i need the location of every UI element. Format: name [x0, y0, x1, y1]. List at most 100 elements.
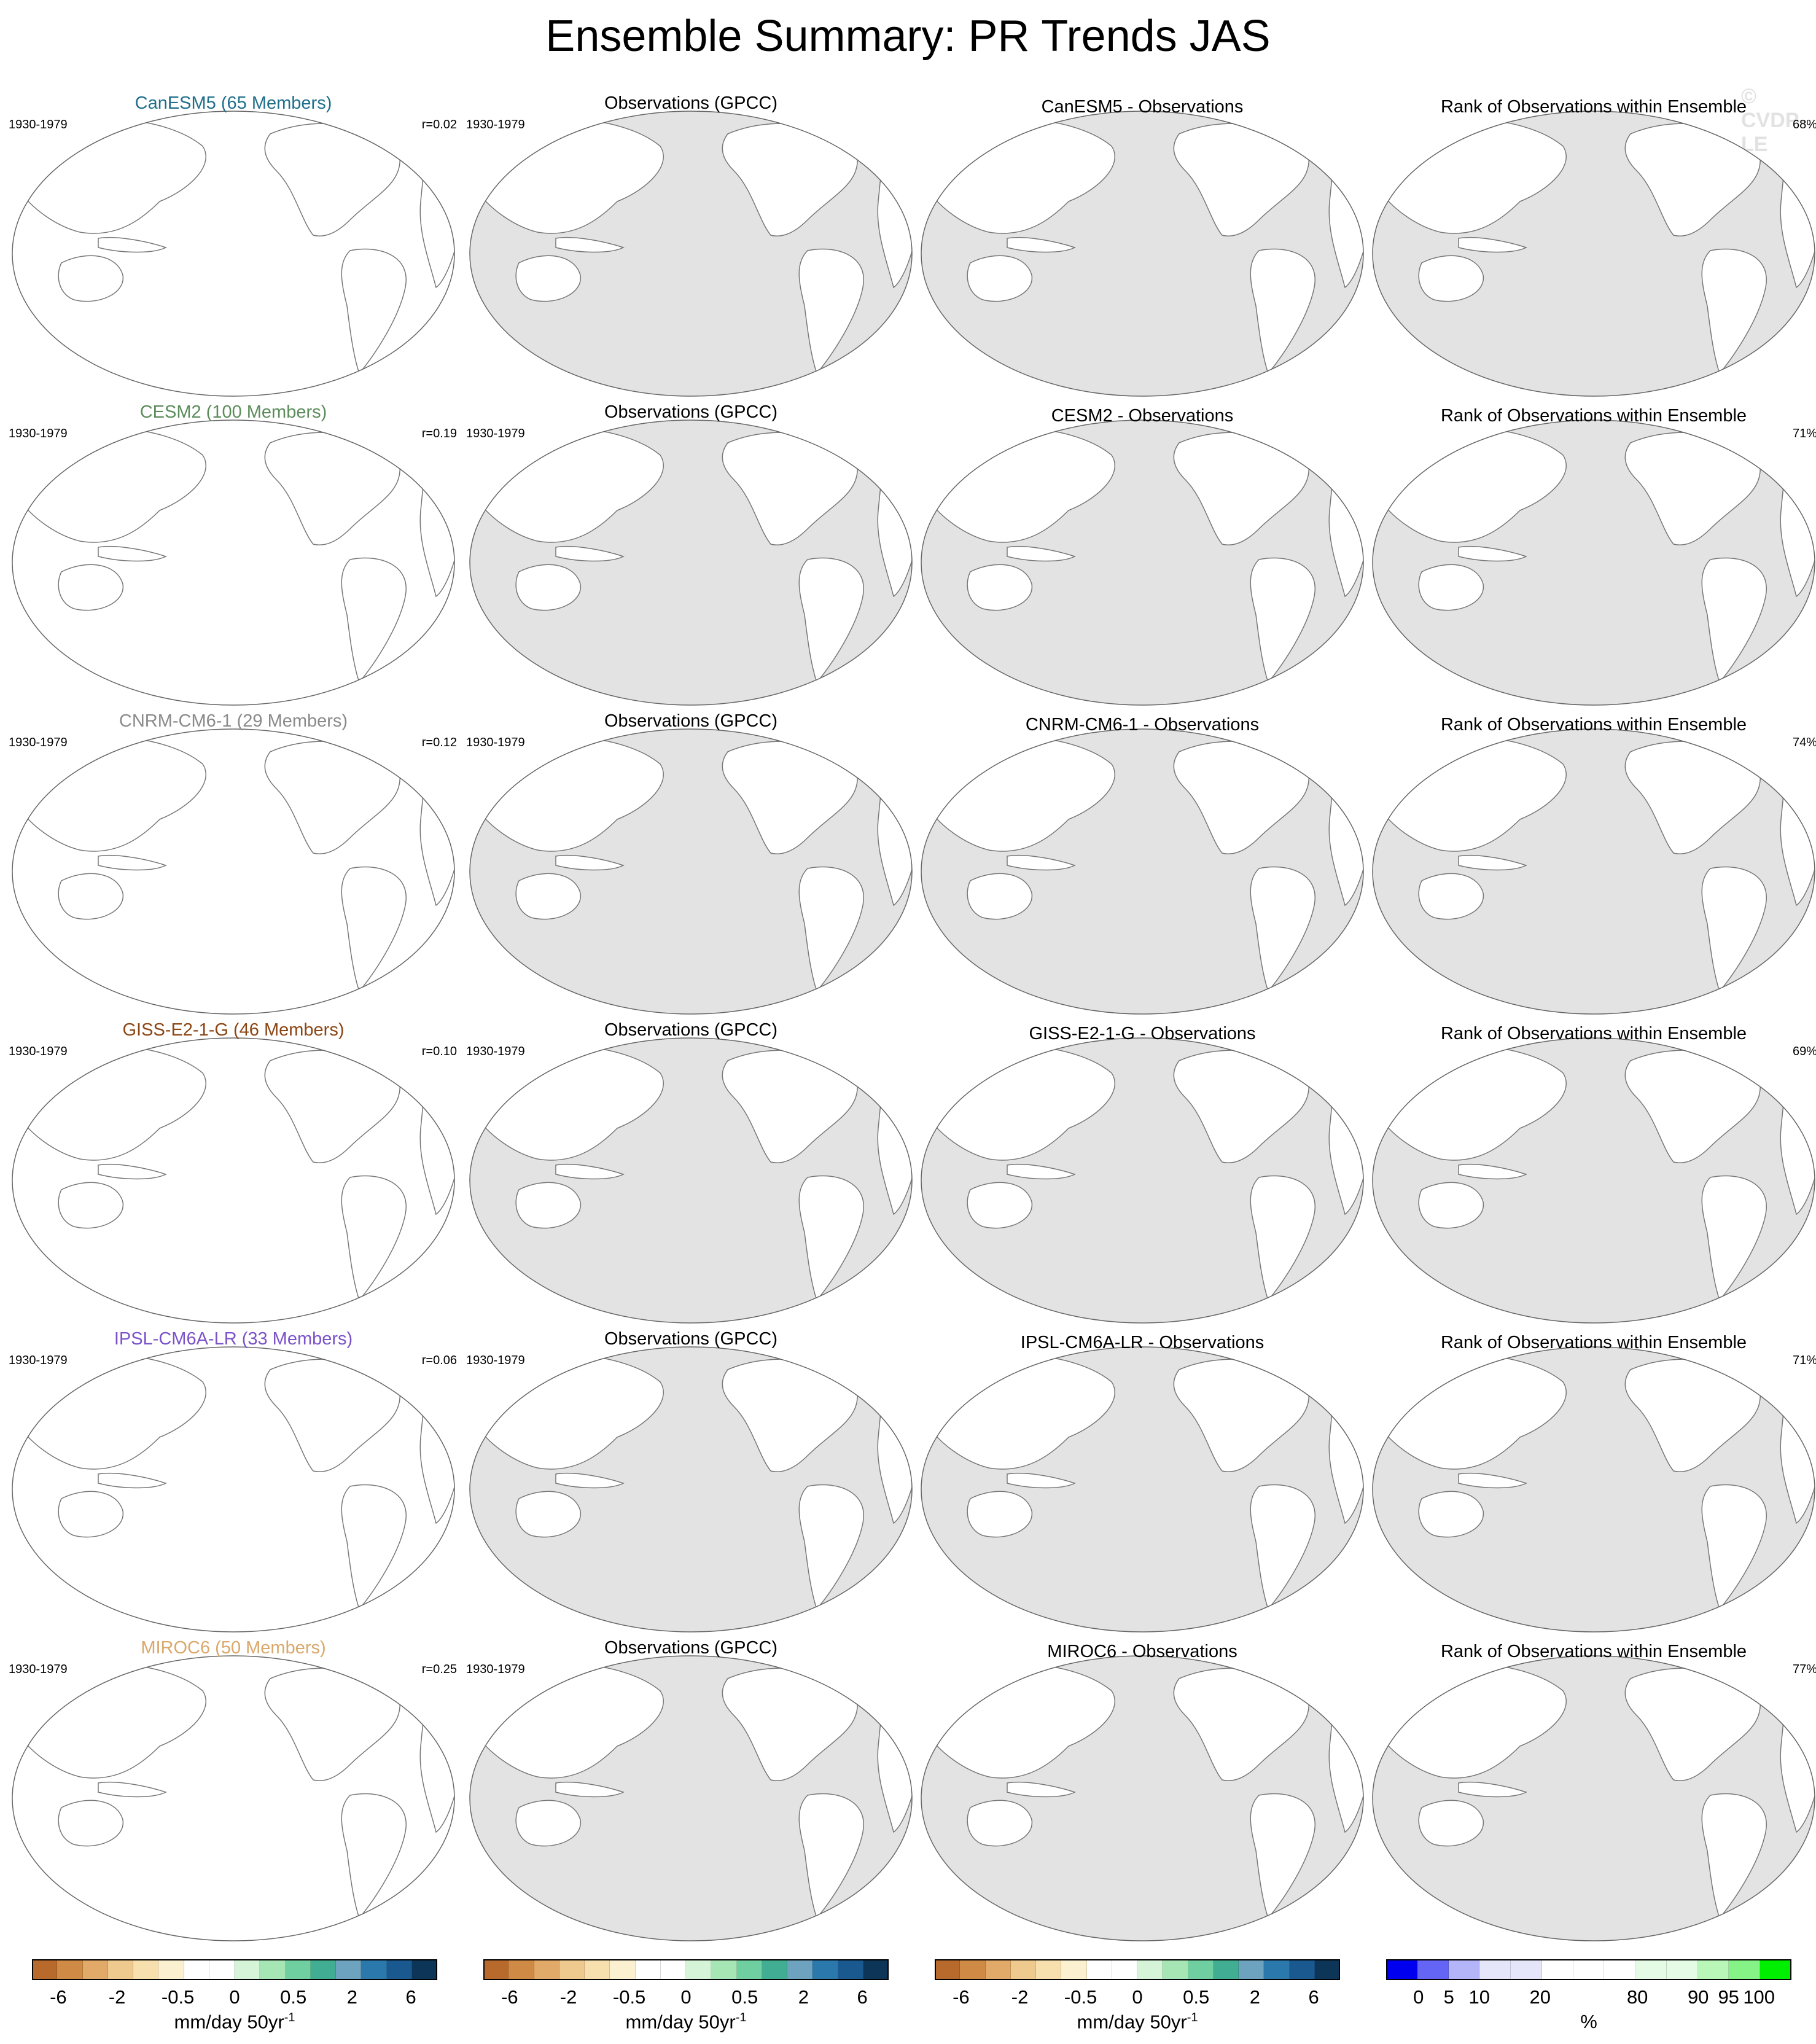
map-outline: [1372, 419, 1815, 706]
colorbar-units: mm/day 50yr-1: [935, 2011, 1340, 2033]
model-map: [12, 1037, 455, 1324]
colorbar-swatch: [1010, 1959, 1036, 1980]
continent-south-america: [341, 1175, 407, 1301]
model-panel-title: CanESM5 (65 Members): [134, 93, 332, 113]
colorbar-swatch: [762, 1959, 787, 1980]
rank-percent-label: 68%: [1792, 118, 1816, 131]
continent-indonesia: [555, 854, 625, 871]
observations-panel: Observations (GPCC) 1930-1979: [464, 93, 918, 404]
colorbar-swatch: [386, 1959, 412, 1980]
colorbar-tick-label: -6: [501, 1986, 518, 2008]
colorbar-swatch: [1573, 1959, 1605, 1980]
map-outline: [469, 728, 913, 1015]
period-label: 1930-1979: [9, 736, 68, 749]
colorbar-tick-label: 6: [405, 1986, 416, 2008]
colorbar-swatch: [1264, 1959, 1290, 1980]
continent-indonesia: [555, 1781, 625, 1798]
model-map: [12, 419, 455, 706]
period-label: 1930-1979: [466, 1663, 525, 1676]
continent-south-america: [341, 1793, 407, 1919]
model-panel: CNRM-CM6-1 (29 Members) 1930-1979 r=0.12: [6, 711, 461, 1022]
colorbar-swatch: [1061, 1959, 1087, 1980]
colorbar: 0 5 10 20 80 90 95 100%: [1386, 1959, 1791, 2036]
colorbar-swatches: [483, 1959, 889, 1980]
rank-panel-title: Rank of Observations within Ensemble: [1440, 1333, 1747, 1352]
continent-australia: [515, 873, 581, 920]
correlation-label: r=0.12: [421, 736, 457, 749]
rank-percent-label: 69%: [1792, 1045, 1816, 1058]
difference-panel-title: IPSL-CM6A-LR - Observations: [1020, 1333, 1265, 1352]
rank-panel-title: Rank of Observations within Ensemble: [1440, 1024, 1747, 1043]
colorbar-swatch: [1239, 1959, 1265, 1980]
difference-map: [921, 728, 1364, 1015]
continent-south-america: [1250, 866, 1316, 993]
period-label: 1930-1979: [466, 427, 525, 440]
colorbar-tick-label: 90: [1687, 1986, 1709, 2008]
colorbar-swatch: [57, 1959, 83, 1980]
continent-australia: [58, 873, 123, 920]
observations-panel: Observations (GPCC) 1930-1979: [464, 1329, 918, 1640]
continent-australia: [58, 564, 123, 611]
continent-south-america: [1250, 557, 1316, 684]
colorbar-swatch: [985, 1959, 1011, 1980]
colorbar-tick-label: -2: [108, 1986, 126, 2008]
rank-panel: Rank of Observations within Ensemble 68%: [1366, 97, 1816, 404]
difference-panel: IPSL-CM6A-LR - Observations: [915, 1333, 1370, 1640]
rank-panel: Rank of Observations within Ensemble 71%: [1366, 1333, 1816, 1640]
units-text: mm/day 50yr: [174, 2011, 284, 2033]
model-panel: CanESM5 (65 Members) 1930-1979 r=0.02: [6, 93, 461, 404]
rank-panel-title: Rank of Observations within Ensemble: [1440, 406, 1747, 426]
continent-australia: [58, 1800, 123, 1847]
colorbar-tick-label: -0.5: [612, 1986, 646, 2008]
continent-australia: [967, 1800, 1032, 1847]
continent-australia: [515, 564, 581, 611]
colorbar-units: mm/day 50yr-1: [32, 2011, 437, 2033]
colorbar-tick-label: 100: [1743, 1986, 1775, 2008]
colorbar-swatch: [158, 1959, 184, 1980]
correlation-label: r=0.02: [421, 118, 457, 131]
colorbar-swatch: [585, 1959, 610, 1980]
continent-south-america: [798, 866, 865, 993]
colorbar-swatch: [1448, 1959, 1480, 1980]
continent-south-america: [798, 1175, 865, 1301]
map-outline: [1372, 728, 1815, 1015]
colorbar-tick-label: 10: [1468, 1986, 1491, 2008]
observations-map: [469, 419, 913, 706]
rank-map: [1372, 111, 1815, 397]
colorbar-swatch: [534, 1959, 559, 1980]
continent-indonesia: [1007, 1781, 1076, 1798]
model-panel: GISS-E2-1-G (46 Members) 1930-1979 r=0.10: [6, 1020, 461, 1331]
difference-map: [921, 419, 1364, 706]
colorbar-swatch: [509, 1959, 534, 1980]
ocean-background: [12, 1038, 454, 1323]
map-outline: [12, 419, 455, 706]
colorbar-swatch: [787, 1959, 813, 1980]
colorbar-swatch: [1417, 1959, 1449, 1980]
units-superscript: -1: [735, 2011, 747, 2024]
continent-indonesia: [1007, 1472, 1076, 1489]
colorbar-swatch: [838, 1959, 863, 1980]
colorbar-swatch: [1386, 1959, 1417, 1980]
continent-indonesia: [1458, 545, 1527, 562]
difference-panel: GISS-E2-1-G - Observations: [915, 1024, 1370, 1331]
colorbar-swatch: [235, 1959, 260, 1980]
map-outline: [12, 1655, 455, 1941]
continent-south-america: [798, 557, 865, 684]
observations-panel-title: Observations (GPCC): [604, 1329, 777, 1349]
map-outline: [469, 419, 913, 706]
rank-panel: Rank of Observations within Ensemble 71%: [1366, 406, 1816, 713]
continent-australia: [1418, 1182, 1484, 1229]
colorbar-tick-label: 0: [680, 1986, 692, 2008]
colorbar-swatch: [133, 1959, 159, 1980]
colorbar-swatch: [1760, 1959, 1791, 1980]
colorbar-swatches: [935, 1959, 1340, 1980]
continent-australia: [515, 1491, 581, 1538]
period-label: 1930-1979: [9, 1045, 68, 1058]
colorbar-tick-label: 2: [346, 1986, 358, 2008]
continent-indonesia: [1007, 545, 1076, 562]
colorbar-swatches: [1386, 1959, 1791, 1980]
units-text: mm/day 50yr: [625, 2011, 736, 2033]
colorbar-swatch: [660, 1959, 686, 1980]
colorbar-tick-label: 0.5: [280, 1986, 307, 2008]
continent-indonesia: [98, 1163, 167, 1180]
